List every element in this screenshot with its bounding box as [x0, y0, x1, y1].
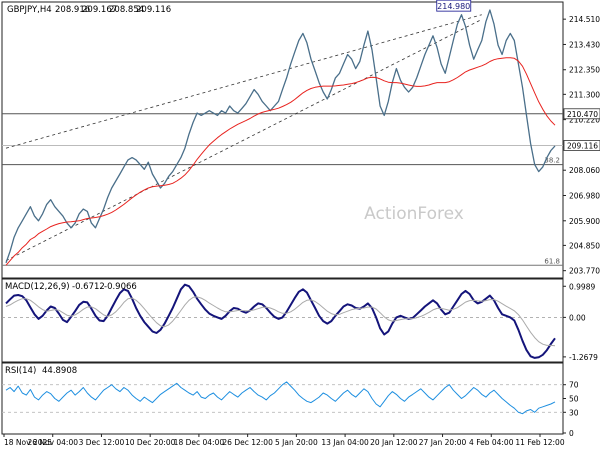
y-tick-label: 210.220: [569, 116, 600, 125]
level-price-box: [563, 108, 600, 120]
y-tick-label: 206.980: [569, 192, 600, 201]
y-axis-layer: 214.510 213.430 212.350 211.300 210.220 208.0…: [563, 15, 600, 438]
price-panel-frame: [1, 1, 564, 279]
y-tick-label: 203.770: [569, 267, 600, 276]
macd-header-signal: -0.9066: [104, 282, 137, 292]
x-tick-label: 3 Dec 12:00: [79, 438, 125, 447]
x-tick-label: 27 Jan 20:00: [419, 438, 467, 447]
y-tick-label: 213.430: [569, 40, 600, 49]
price-header-open: 208.916: [55, 5, 90, 15]
signal-series-line: [5, 296, 556, 347]
y-tick-label: 0.9989: [569, 282, 595, 291]
price-plot-layer: 38.2 61.8 214.980: [2, 0, 563, 266]
trend-channel-upper-line: [5, 14, 482, 149]
x-tick-label: 5 Jan 20:00: [275, 438, 318, 447]
price-header-title: GBPJPY,H4: [7, 5, 52, 15]
y-tick-label: 0.00: [569, 313, 586, 322]
y-tick-label: 204.850: [569, 241, 600, 250]
y-tick-label: 212.350: [569, 66, 600, 75]
macd-header-value: -0.6712: [72, 282, 105, 292]
x-tick-label: 11 Feb 12:00: [515, 438, 564, 447]
x-tick-label: 13 Jan 04:00: [321, 438, 369, 447]
x-tick-label: 10 Dec 20:00: [125, 438, 176, 447]
x-tick-label: 26 Dec 12:00: [222, 438, 273, 447]
trend-channel-lower-line: [5, 19, 482, 261]
rsi-panel-frame: [1, 362, 564, 435]
y-tick-label: 70: [569, 381, 579, 390]
moving_average-series-line: [5, 57, 556, 266]
level-price-box: [563, 140, 600, 151]
y-tick-label: 211.300: [569, 90, 600, 99]
x-tick-label: 18 Dec 04:00: [174, 438, 225, 447]
x-tick-label: 20 Jan 12:00: [370, 438, 418, 447]
close-series-line: [5, 9, 556, 264]
level-price-label: 210.470: [567, 110, 598, 119]
y-tick-label: 30: [569, 408, 579, 417]
peak-annotation-box: [436, 0, 472, 12]
y-tick-label: 214.510: [569, 15, 600, 24]
y-tick-label: 208.060: [569, 166, 600, 175]
x-tick-label: 18 Nov 2025: [4, 438, 52, 447]
price-header-low: 208.854: [109, 5, 144, 15]
macd-header-title: MACD(12,26,9): [5, 282, 70, 292]
y-tick-label: 50: [569, 395, 579, 404]
price-header-close: 209.116: [136, 5, 171, 15]
rsi-series-line: [5, 381, 556, 415]
macd-plot-layer: [2, 283, 563, 359]
watermark: ActionForex: [364, 204, 464, 224]
rsi-header-value: 44.8908: [42, 366, 77, 376]
y-tick-label: 0: [569, 429, 574, 438]
rsi-plot-layer: [2, 381, 563, 415]
fibonacci-level-label: 38.2: [544, 157, 560, 165]
rsi-header-title: RSI(14): [5, 366, 36, 376]
y-tick-label: 205.900: [569, 217, 600, 226]
x-tick-label: 26 Nov 04:00: [27, 438, 78, 447]
price-header-high: 209.167: [82, 5, 117, 15]
peak-annotation-label: 214.980: [437, 2, 470, 11]
level-price-label: 209.116: [567, 141, 598, 150]
macd-series-line: [5, 283, 556, 359]
x-tick-label: 4 Feb 04:00: [469, 438, 514, 447]
y-tick-label: -1.2679: [569, 353, 598, 362]
fibonacci-level-label: 61.8: [544, 257, 560, 265]
